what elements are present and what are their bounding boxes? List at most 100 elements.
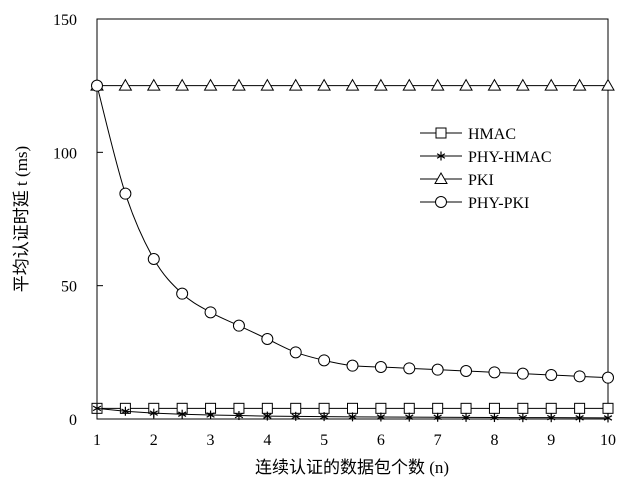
data-point (460, 365, 473, 377)
data-point (317, 78, 331, 91)
data-point (118, 78, 133, 91)
data-point (602, 371, 614, 384)
series-hmac (91, 402, 614, 414)
data-point (516, 367, 529, 380)
data-point (603, 413, 613, 423)
x-tick-label: 4 (263, 432, 271, 449)
legend-item: PHY-HMAC (420, 149, 552, 166)
data-point (121, 406, 130, 416)
data-point (375, 402, 387, 414)
data-point (488, 402, 500, 414)
series-phy-hmac (92, 403, 613, 423)
legend-marker (434, 171, 448, 184)
data-point (517, 402, 529, 414)
series-line (96, 85, 609, 379)
series-layer (90, 78, 615, 423)
data-point (92, 403, 102, 413)
data-point (119, 187, 132, 200)
data-point (149, 408, 158, 418)
data-point (518, 413, 528, 423)
legend-marker (436, 151, 446, 161)
legend-label: PHY-PKI (468, 195, 529, 212)
data-point (544, 78, 559, 91)
data-point (490, 413, 499, 423)
data-point (234, 411, 244, 421)
data-point (263, 411, 272, 421)
data-point (319, 412, 329, 422)
data-point (601, 78, 615, 91)
x-tick-label: 8 (490, 432, 498, 449)
data-point (345, 78, 360, 91)
legend-item: PKI (420, 171, 494, 189)
legend-marker (435, 127, 447, 139)
x-tick-label: 2 (150, 432, 158, 449)
data-point (175, 78, 190, 91)
y-tick-label: 150 (53, 12, 77, 29)
data-point (403, 362, 416, 375)
data-point (348, 412, 357, 422)
y-tick-label: 50 (61, 279, 77, 296)
data-point (488, 366, 501, 379)
x-tick-label: 1 (93, 432, 101, 449)
data-point (461, 412, 471, 422)
data-point (405, 412, 414, 422)
data-point (318, 354, 331, 367)
data-point (547, 413, 556, 423)
data-point (318, 402, 330, 414)
data-point (177, 409, 187, 419)
legend-label: PKI (468, 172, 494, 189)
x-tick-label: 9 (547, 432, 555, 449)
data-point (572, 78, 587, 91)
data-point (176, 287, 189, 300)
series-phy-pki (91, 79, 614, 384)
x-tick-label: 10 (600, 432, 616, 449)
legend-label: HMAC (468, 126, 516, 143)
legend-label: PHY-HMAC (468, 149, 552, 166)
data-point (545, 369, 558, 381)
data-point (545, 402, 557, 414)
data-point (291, 411, 300, 421)
data-point (515, 78, 530, 91)
x-tick-label: 7 (434, 432, 442, 449)
data-point (204, 306, 217, 319)
data-point (602, 402, 614, 414)
data-point (260, 78, 275, 91)
y-tick-label: 0 (69, 412, 77, 429)
legend-item: PHY-PKI (420, 195, 529, 212)
data-point (232, 78, 246, 91)
data-point (430, 78, 445, 91)
data-point (487, 78, 502, 91)
data-point (574, 402, 586, 414)
data-point (376, 412, 386, 422)
data-point (203, 78, 218, 91)
data-point (206, 410, 215, 420)
data-point (459, 78, 473, 91)
data-point (347, 402, 358, 414)
legend-marker (435, 196, 447, 208)
data-point (261, 333, 274, 345)
data-point (433, 412, 442, 422)
data-point (432, 402, 444, 414)
y-tick-label: 100 (53, 145, 77, 162)
x-tick-label: 6 (377, 432, 385, 449)
data-point (146, 78, 161, 91)
data-point (374, 361, 387, 373)
data-point (346, 359, 359, 372)
x-tick-label: 3 (207, 432, 215, 449)
data-point (288, 78, 303, 91)
data-point (232, 319, 245, 332)
data-point (289, 346, 302, 359)
data-point (575, 413, 584, 423)
data-point (431, 363, 444, 376)
data-point (403, 402, 415, 414)
x-tick-label: 5 (320, 432, 328, 449)
series-pki (90, 78, 615, 91)
data-point (374, 78, 388, 91)
y-axis-label: 平均认证时延 t (ms) (12, 146, 31, 292)
data-point (573, 370, 586, 383)
data-point (147, 253, 160, 265)
x-axis-label: 连续认证的数据包个数 (n) (255, 458, 449, 477)
legend-item: HMAC (420, 126, 516, 143)
